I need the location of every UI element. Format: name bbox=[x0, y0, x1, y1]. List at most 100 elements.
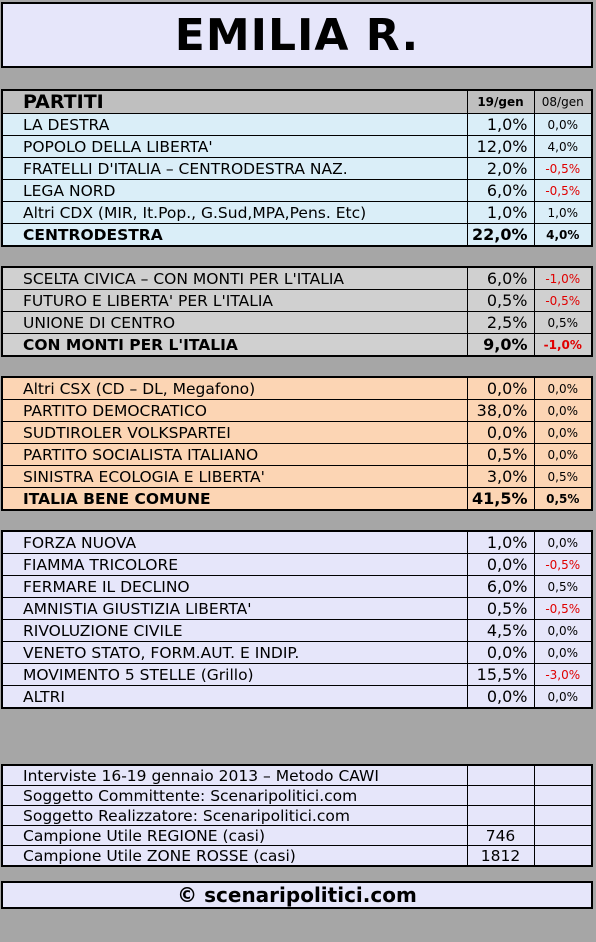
page-title: EMILIA R. bbox=[1, 2, 593, 68]
party-value: 3,0% bbox=[466, 465, 535, 488]
party-diff: 0,0% bbox=[533, 530, 593, 554]
party-name: CON MONTI PER L'ITALIA bbox=[1, 333, 468, 357]
info-value bbox=[466, 805, 535, 826]
party-name: FRATELLI D'ITALIA – CENTRODESTRA NAZ. bbox=[1, 157, 468, 180]
info-empty bbox=[533, 785, 593, 806]
party-diff: -0,5% bbox=[533, 289, 593, 312]
party-value: 0,0% bbox=[466, 421, 535, 444]
party-name: ITALIA BENE COMUNE bbox=[1, 487, 468, 511]
total-row: CON MONTI PER L'ITALIA 9,0% -1,0% bbox=[1, 333, 593, 357]
party-row: FUTURO E LIBERTA' PER L'ITALIA 0,5% -0,5% bbox=[1, 289, 593, 312]
party-value: 0,5% bbox=[466, 597, 535, 620]
party-row: LEGA NORD 6,0% -0,5% bbox=[1, 179, 593, 202]
party-value: 0,0% bbox=[466, 376, 535, 400]
party-value: 1,0% bbox=[466, 201, 535, 224]
party-diff: 0,0% bbox=[533, 619, 593, 642]
party-diff: 0,0% bbox=[533, 443, 593, 466]
party-row: FIAMMA TRICOLORE 0,0% -0,5% bbox=[1, 553, 593, 576]
party-name: FORZA NUOVA bbox=[1, 530, 468, 554]
info-row: Soggetto Committente: Scenaripolitici.co… bbox=[1, 785, 593, 806]
party-diff: -1,0% bbox=[533, 266, 593, 290]
party-name: SUDTIROLER VOLKSPARTEI bbox=[1, 421, 468, 444]
info-value bbox=[466, 764, 535, 786]
info-label: Soggetto Realizzatore: Scenaripolitici.c… bbox=[1, 805, 468, 826]
info-empty bbox=[533, 764, 593, 786]
party-value: 41,5% bbox=[466, 487, 535, 511]
party-row: PARTITO SOCIALISTA ITALIANO 0,5% 0,0% bbox=[1, 443, 593, 466]
info-empty bbox=[533, 825, 593, 846]
party-name: FIAMMA TRICOLORE bbox=[1, 553, 468, 576]
party-diff: 0,0% bbox=[533, 641, 593, 664]
party-diff: -3,0% bbox=[533, 663, 593, 686]
info-label: Campione Utile REGIONE (casi) bbox=[1, 825, 468, 846]
header-current: 19/gen bbox=[466, 89, 535, 114]
party-name: MOVIMENTO 5 STELLE (Grillo) bbox=[1, 663, 468, 686]
header-party: PARTITI bbox=[1, 89, 468, 114]
party-diff: 0,0% bbox=[533, 113, 593, 136]
header-diff: 08/gen bbox=[533, 89, 593, 114]
party-name: Altri CDX (MIR, It.Pop., G.Sud,MPA,Pens.… bbox=[1, 201, 468, 224]
party-value: 0,5% bbox=[466, 289, 535, 312]
party-diff: 0,5% bbox=[533, 487, 593, 511]
info-value: 1812 bbox=[466, 845, 535, 867]
party-name: FERMARE IL DECLINO bbox=[1, 575, 468, 598]
party-diff: 0,5% bbox=[533, 311, 593, 334]
party-value: 0,0% bbox=[466, 641, 535, 664]
party-diff: 1,0% bbox=[533, 201, 593, 224]
party-value: 2,5% bbox=[466, 311, 535, 334]
centrosinistra-table: Altri CSX (CD – DL, Megafono) 0,0% 0,0% PAR… bbox=[1, 376, 593, 511]
party-diff: -0,5% bbox=[533, 597, 593, 620]
info-row: Campione Utile REGIONE (casi) 746 bbox=[1, 825, 593, 846]
centrodestra-table: PARTITI 19/gen 08/gen LA DESTRA 1,0% 0,0% P… bbox=[1, 89, 593, 247]
party-diff: -0,5% bbox=[533, 553, 593, 576]
party-row: SUDTIROLER VOLKSPARTEI 0,0% 0,0% bbox=[1, 421, 593, 444]
party-row: AMNISTIA GIUSTIZIA LIBERTA' 0,5% -0,5% bbox=[1, 597, 593, 620]
party-diff: 0,0% bbox=[533, 399, 593, 422]
party-name: CENTRODESTRA bbox=[1, 223, 468, 247]
party-name: FUTURO E LIBERTA' PER L'ITALIA bbox=[1, 289, 468, 312]
party-row: FORZA NUOVA 1,0% 0,0% bbox=[1, 530, 593, 554]
party-name: ALTRI bbox=[1, 685, 468, 709]
info-label: Interviste 16-19 gennaio 2013 – Metodo C… bbox=[1, 764, 468, 786]
party-diff: -0,5% bbox=[533, 157, 593, 180]
info-row: Interviste 16-19 gennaio 2013 – Metodo C… bbox=[1, 764, 593, 786]
info-row: Soggetto Realizzatore: Scenaripolitici.c… bbox=[1, 805, 593, 826]
party-diff: 0,0% bbox=[533, 685, 593, 709]
party-row: VENETO STATO, FORM.AUT. E INDIP. 0,0% 0,0% bbox=[1, 641, 593, 664]
party-row: POPOLO DELLA LIBERTA' 12,0% 4,0% bbox=[1, 135, 593, 158]
party-value: 38,0% bbox=[466, 399, 535, 422]
party-row: FRATELLI D'ITALIA – CENTRODESTRA NAZ. 2,0… bbox=[1, 157, 593, 180]
party-name: AMNISTIA GIUSTIZIA LIBERTA' bbox=[1, 597, 468, 620]
info-value bbox=[466, 785, 535, 806]
party-row: ALTRI 0,0% 0,0% bbox=[1, 685, 593, 709]
party-name: SINISTRA ECOLOGIA E LIBERTA' bbox=[1, 465, 468, 488]
party-diff: 4,0% bbox=[533, 135, 593, 158]
party-row: FERMARE IL DECLINO 6,0% 0,5% bbox=[1, 575, 593, 598]
party-name: LEGA NORD bbox=[1, 179, 468, 202]
party-diff: 0,0% bbox=[533, 376, 593, 400]
party-row: MOVIMENTO 5 STELLE (Grillo) 15,5% -3,0% bbox=[1, 663, 593, 686]
party-value: 12,0% bbox=[466, 135, 535, 158]
party-name: PARTITO DEMOCRATICO bbox=[1, 399, 468, 422]
party-value: 6,0% bbox=[466, 266, 535, 290]
party-row: SINISTRA ECOLOGIA E LIBERTA' 3,0% 0,5% bbox=[1, 465, 593, 488]
party-diff: -1,0% bbox=[533, 333, 593, 357]
party-diff: -0,5% bbox=[533, 179, 593, 202]
party-value: 0,0% bbox=[466, 553, 535, 576]
info-label: Campione Utile ZONE ROSSE (casi) bbox=[1, 845, 468, 867]
party-value: 1,0% bbox=[466, 113, 535, 136]
party-name: Altri CSX (CD – DL, Megafono) bbox=[1, 376, 468, 400]
party-value: 22,0% bbox=[466, 223, 535, 247]
header-row: PARTITI 19/gen 08/gen bbox=[1, 89, 593, 114]
party-diff: 4,0% bbox=[533, 223, 593, 247]
altri-table: FORZA NUOVA 1,0% 0,0% FIAMMA TRICOLORE 0,0% -… bbox=[1, 530, 593, 709]
total-row: ITALIA BENE COMUNE 41,5% 0,5% bbox=[1, 487, 593, 511]
party-name: RIVOLUZIONE CIVILE bbox=[1, 619, 468, 642]
party-value: 1,0% bbox=[466, 530, 535, 554]
party-diff: 0,0% bbox=[533, 421, 593, 444]
party-name: POPOLO DELLA LIBERTA' bbox=[1, 135, 468, 158]
party-diff: 0,5% bbox=[533, 575, 593, 598]
party-row: SCELTA CIVICA – CON MONTI PER L'ITALIA 6,… bbox=[1, 266, 593, 290]
party-row: Altri CSX (CD – DL, Megafono) 0,0% 0,0% bbox=[1, 376, 593, 400]
party-name: UNIONE DI CENTRO bbox=[1, 311, 468, 334]
